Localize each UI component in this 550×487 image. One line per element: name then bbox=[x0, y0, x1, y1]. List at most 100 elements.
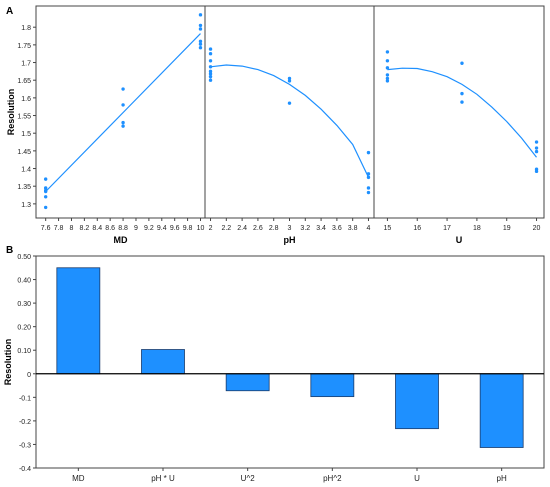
panel-a-y-tick-label: 1.8 bbox=[21, 25, 31, 32]
data-point bbox=[385, 79, 390, 83]
panel-b-y-tick-label: 0 bbox=[27, 372, 31, 379]
data-point bbox=[198, 13, 203, 17]
panel-b-x-tick-label: pH * U bbox=[151, 474, 175, 483]
panel-b-y-tick-label: 0.10 bbox=[17, 348, 31, 355]
bar-md bbox=[56, 267, 101, 375]
data-point bbox=[208, 72, 213, 76]
data-point bbox=[385, 73, 390, 77]
data-point bbox=[366, 186, 371, 190]
panel-a-x-tick-label: 3.8 bbox=[348, 225, 358, 232]
data-point bbox=[208, 69, 213, 74]
panel-a-label: A bbox=[6, 6, 13, 17]
panel-b-y-tick-label: -0.3 bbox=[19, 442, 31, 449]
panel-a-x-tick-label: 8.4 bbox=[92, 225, 102, 232]
panel-a-x-axis-label: pH bbox=[284, 235, 296, 245]
panel-b-y-tick-label: -0.2 bbox=[19, 419, 31, 426]
bar-u bbox=[395, 373, 439, 430]
panel-b: B Resolution -0.4 -0.3 -0.2 -0.1 0 0.10 0.20 0.30… bbox=[3, 245, 545, 483]
data-point bbox=[198, 39, 203, 44]
panel-a-x-tick-label: 2.4 bbox=[237, 225, 247, 232]
data-point bbox=[43, 205, 48, 210]
bar-ph-u bbox=[141, 349, 185, 375]
data-point bbox=[208, 74, 213, 79]
panel-a-x-tick-label: 8.2 bbox=[80, 225, 90, 232]
bar-ph-2 bbox=[310, 373, 355, 398]
panel-a-x-tick-label: 17 bbox=[443, 225, 451, 232]
data-point bbox=[121, 103, 125, 107]
panel-b-frame bbox=[35, 255, 545, 469]
panel-a-x-tick-label: 8.6 bbox=[105, 225, 115, 232]
data-point bbox=[208, 52, 213, 56]
panel-a-y-axis-label: Resolution bbox=[6, 89, 16, 136]
data-point bbox=[198, 45, 203, 50]
data-point bbox=[121, 124, 125, 128]
panel-b-y-tick-label: 0.30 bbox=[17, 301, 31, 308]
fit-curve-u bbox=[387, 67, 537, 158]
data-point bbox=[43, 186, 48, 190]
panel-a-y-tick-label: 1.7 bbox=[21, 61, 31, 68]
data-point bbox=[385, 76, 390, 81]
data-point bbox=[366, 175, 371, 180]
panel-b-y-axis-label: Resolution bbox=[3, 339, 13, 386]
data-point bbox=[534, 169, 539, 174]
bar-u-2 bbox=[225, 373, 270, 392]
panel-a-x-tick-label: 18 bbox=[473, 225, 481, 232]
panel-a-x-tick-label: 9 bbox=[134, 225, 138, 232]
panel-a-x-tick-label: 4 bbox=[367, 225, 371, 232]
data-point bbox=[385, 66, 390, 70]
panel-b-x-tick-label: pH bbox=[497, 474, 507, 483]
data-point bbox=[198, 23, 203, 28]
panel-a-frame bbox=[35, 5, 545, 219]
data-point bbox=[121, 120, 125, 125]
data-point bbox=[366, 172, 371, 176]
panel-b-y-tick-label: 0.40 bbox=[17, 278, 31, 285]
panel-b-label: B bbox=[6, 245, 13, 256]
panel-a-x-tick-label: 7.6 bbox=[41, 225, 51, 232]
panel-a-x-tick-label: 9.4 bbox=[157, 225, 167, 232]
fit-curve-md bbox=[45, 33, 201, 192]
data-point bbox=[43, 177, 48, 181]
panel-b-x-tick-label: U bbox=[414, 474, 420, 483]
data-point bbox=[208, 59, 213, 63]
panel-a-x-axis-label: U bbox=[456, 235, 463, 245]
data-point bbox=[43, 195, 48, 199]
panel-a-x-tick-label: 16 bbox=[413, 225, 421, 232]
panel-a-x-tick-label: 20 bbox=[533, 225, 541, 232]
panel-a-x-tick-label: 2.6 bbox=[253, 225, 263, 232]
panel-a-y-tick-label: 1.55 bbox=[17, 114, 31, 121]
panel-a-x-axis-label: MD bbox=[114, 235, 128, 245]
panel-b-x-tick-label: MD bbox=[72, 474, 85, 483]
panel-a-y-tick-label: 1.65 bbox=[17, 78, 31, 85]
panel-b-y-tick-label: -0.4 bbox=[19, 466, 31, 473]
panel-a-x-tick-label: 10 bbox=[197, 225, 205, 232]
data-point bbox=[534, 140, 539, 144]
panel-a-x-tick-label: 2.2 bbox=[221, 225, 231, 232]
panel-a-x-tick-label: 9.2 bbox=[144, 225, 154, 232]
data-point bbox=[287, 101, 292, 105]
panel-a: A Resolution 1.3 1.35 1.4 1.45 1.5 1.55 1.6 1.65 1… bbox=[6, 5, 545, 245]
data-point bbox=[198, 27, 203, 31]
panel-a-y-tick-label: 1.35 bbox=[17, 184, 31, 191]
data-point bbox=[208, 78, 213, 82]
fit-curve-ph bbox=[210, 64, 370, 178]
data-point bbox=[460, 100, 464, 104]
panel-a-x-tick-label: 8 bbox=[70, 225, 74, 232]
data-point bbox=[460, 91, 464, 96]
panel-a-x-tick-label: 9.8 bbox=[183, 225, 193, 232]
panel-a-x-tick-label: 19 bbox=[503, 225, 511, 232]
panel-a-x-tick-label: 3 bbox=[288, 225, 292, 232]
panel-a-x-tick-label: 3.2 bbox=[300, 225, 310, 232]
panel-a-y-tick-label: 1.6 bbox=[21, 96, 31, 103]
panel-a-x-tick-label: 7.8 bbox=[54, 225, 64, 232]
data-point bbox=[385, 59, 390, 63]
panel-a-y-tick-label: 1.4 bbox=[21, 167, 31, 174]
panel-a-x-tick-label: 8.8 bbox=[118, 225, 128, 232]
panel-a-x-tick-label: 2 bbox=[209, 225, 213, 232]
panel-a-x-tick-label: 3.4 bbox=[316, 225, 326, 232]
data-point bbox=[43, 189, 48, 194]
data-point bbox=[198, 42, 203, 46]
data-point bbox=[208, 65, 213, 69]
data-point bbox=[208, 47, 213, 51]
data-point bbox=[366, 150, 371, 155]
data-point bbox=[121, 87, 125, 91]
